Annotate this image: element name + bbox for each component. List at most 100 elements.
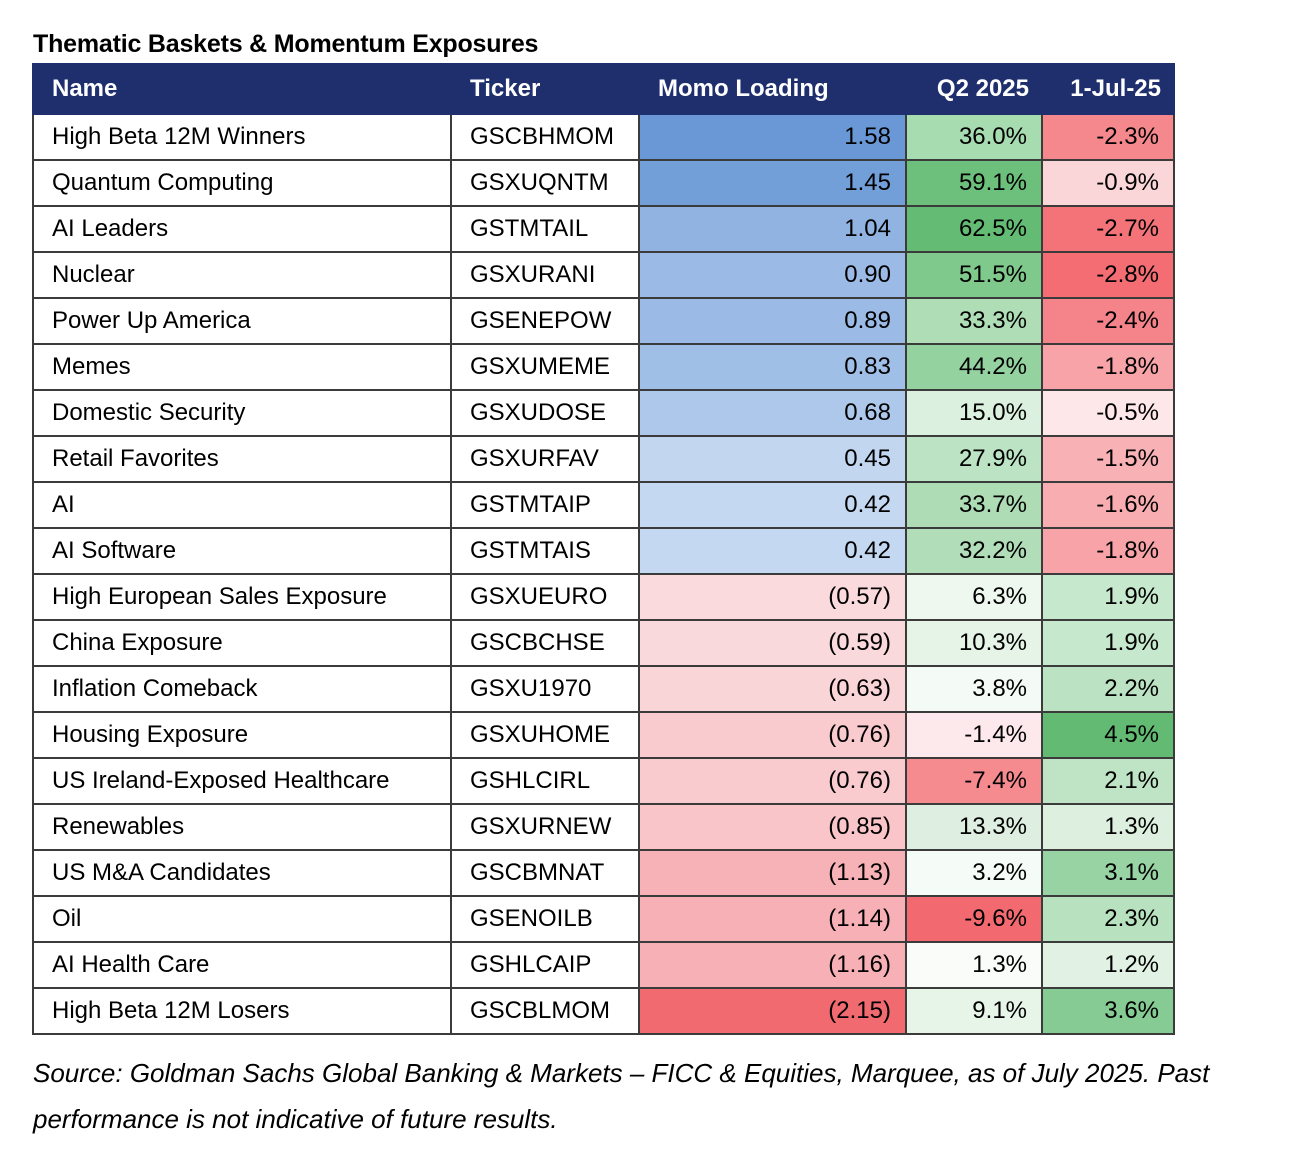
table-row: AI Health Care GSHLCAIP (1.16) 1.3% 1.2% — [32, 941, 1175, 989]
jul-1-return-cell: -2.4% — [1041, 297, 1175, 345]
basket-name-cell: AI Software — [32, 527, 452, 575]
jul-1-return-cell: -0.9% — [1041, 159, 1175, 207]
table-row: Quantum Computing GSXUQNTM 1.45 59.1% -0.9% — [32, 159, 1175, 207]
table-row: AI Leaders GSTMTAIL 1.04 62.5% -2.7% — [32, 205, 1175, 253]
table-row: High Beta 12M Losers GSCBLMOM (2.15) 9.1% 3.… — [32, 987, 1175, 1035]
basket-name-cell: US M&A Candidates — [32, 849, 452, 897]
column-header-ticker: Ticker — [450, 63, 640, 115]
basket-name-cell: Domestic Security — [32, 389, 452, 437]
table-row: High European Sales Exposure GSXUEURO (0.5… — [32, 573, 1175, 621]
jul-1-return-cell: -1.8% — [1041, 343, 1175, 391]
basket-name-cell: Oil — [32, 895, 452, 943]
basket-name-cell: Inflation Comeback — [32, 665, 452, 713]
ticker-cell: GSXUMEME — [450, 343, 640, 391]
momo-loading-cell: (0.59) — [638, 619, 907, 667]
table-row: Memes GSXUMEME 0.83 44.2% -1.8% — [32, 343, 1175, 391]
momo-loading-cell: (0.57) — [638, 573, 907, 621]
jul-1-return-cell: 2.2% — [1041, 665, 1175, 713]
jul-1-return-cell: 1.9% — [1041, 573, 1175, 621]
q2-2025-return-cell: 59.1% — [905, 159, 1043, 207]
q2-2025-return-cell: 15.0% — [905, 389, 1043, 437]
q2-2025-return-cell: -9.6% — [905, 895, 1043, 943]
q2-2025-return-cell: 10.3% — [905, 619, 1043, 667]
source-note: Source: Goldman Sachs Global Banking & M… — [33, 1058, 1210, 1134]
momo-loading-cell: (0.63) — [638, 665, 907, 713]
table-row: Oil GSENOILB (1.14) -9.6% 2.3% — [32, 895, 1175, 943]
basket-name-cell: Power Up America — [32, 297, 452, 345]
jul-1-return-cell: -1.6% — [1041, 481, 1175, 529]
jul-1-return-cell: 2.3% — [1041, 895, 1175, 943]
q2-2025-return-cell: 32.2% — [905, 527, 1043, 575]
ticker-cell: GSHLCAIP — [450, 941, 640, 989]
momo-loading-cell: 0.89 — [638, 297, 907, 345]
q2-2025-return-cell: 33.7% — [905, 481, 1043, 529]
ticker-cell: GSXUDOSE — [450, 389, 640, 437]
q2-2025-return-cell: 51.5% — [905, 251, 1043, 299]
table-row: Domestic Security GSXUDOSE 0.68 15.0% -0.5% — [32, 389, 1175, 437]
column-header-q2-2025: Q2 2025 — [905, 63, 1043, 115]
jul-1-return-cell: 3.1% — [1041, 849, 1175, 897]
ticker-cell: GSTMTAIP — [450, 481, 640, 529]
basket-name-cell: US Ireland-Exposed Healthcare — [32, 757, 452, 805]
ticker-cell: GSXURNEW — [450, 803, 640, 851]
table-row: US M&A Candidates GSCBMNAT (1.13) 3.2% 3.1% — [32, 849, 1175, 897]
basket-name-cell: AI — [32, 481, 452, 529]
q2-2025-return-cell: 1.3% — [905, 941, 1043, 989]
table-row: High Beta 12M Winners GSCBHMOM 1.58 36.0% -2… — [32, 113, 1175, 161]
momo-loading-cell: 0.42 — [638, 527, 907, 575]
q2-2025-return-cell: 44.2% — [905, 343, 1043, 391]
basket-name-cell: China Exposure — [32, 619, 452, 667]
q2-2025-return-cell: 6.3% — [905, 573, 1043, 621]
basket-name-cell: Memes — [32, 343, 452, 391]
jul-1-return-cell: 1.2% — [1041, 941, 1175, 989]
basket-name-cell: Renewables — [32, 803, 452, 851]
ticker-cell: GSXU1970 — [450, 665, 640, 713]
momo-loading-cell: (2.15) — [638, 987, 907, 1035]
q2-2025-return-cell: 3.8% — [905, 665, 1043, 713]
ticker-cell: GSTMTAIL — [450, 205, 640, 253]
momo-loading-cell: (0.85) — [638, 803, 907, 851]
jul-1-return-cell: -2.8% — [1041, 251, 1175, 299]
basket-name-cell: AI Health Care — [32, 941, 452, 989]
momo-loading-cell: 0.45 — [638, 435, 907, 483]
table-title: Thematic Baskets & Momentum Exposures — [33, 30, 539, 58]
table-row: Housing Exposure GSXUHOME (0.76) -1.4% 4.5% — [32, 711, 1175, 759]
column-header-1-jul-25: 1-Jul-25 — [1041, 63, 1175, 115]
jul-1-return-cell: -2.3% — [1041, 113, 1175, 161]
ticker-cell: GSCBHMOM — [450, 113, 640, 161]
jul-1-return-cell: 4.5% — [1041, 711, 1175, 759]
table-row: China Exposure GSCBCHSE (0.59) 10.3% 1.9% — [32, 619, 1175, 667]
jul-1-return-cell: -1.8% — [1041, 527, 1175, 575]
basket-name-cell: Housing Exposure — [32, 711, 452, 759]
ticker-cell: GSTMTAIS — [450, 527, 640, 575]
momo-loading-cell: 1.04 — [638, 205, 907, 253]
table-row: Renewables GSXURNEW (0.85) 13.3% 1.3% — [32, 803, 1175, 851]
q2-2025-return-cell: 27.9% — [905, 435, 1043, 483]
table-row: AI Software GSTMTAIS 0.42 32.2% -1.8% — [32, 527, 1175, 575]
ticker-cell: GSHLCIRL — [450, 757, 640, 805]
momo-loading-cell: (1.14) — [638, 895, 907, 943]
ticker-cell: GSXURANI — [450, 251, 640, 299]
momo-loading-cell: 1.45 — [638, 159, 907, 207]
q2-2025-return-cell: 33.3% — [905, 297, 1043, 345]
q2-2025-return-cell: 13.3% — [905, 803, 1043, 851]
column-header-name: Name — [32, 63, 452, 115]
q2-2025-return-cell: 3.2% — [905, 849, 1043, 897]
ticker-cell: GSCBMNAT — [450, 849, 640, 897]
ticker-cell: GSENEPOW — [450, 297, 640, 345]
jul-1-return-cell: 2.1% — [1041, 757, 1175, 805]
q2-2025-return-cell: 36.0% — [905, 113, 1043, 161]
ticker-cell: GSXUHOME — [450, 711, 640, 759]
momo-loading-cell: 0.42 — [638, 481, 907, 529]
momo-loading-cell: (1.16) — [638, 941, 907, 989]
q2-2025-return-cell: 62.5% — [905, 205, 1043, 253]
momo-loading-cell: (0.76) — [638, 757, 907, 805]
jul-1-return-cell: -1.5% — [1041, 435, 1175, 483]
momo-loading-cell: 0.90 — [638, 251, 907, 299]
table-row: AI GSTMTAIP 0.42 33.7% -1.6% — [32, 481, 1175, 529]
table-row: Nuclear GSXURANI 0.90 51.5% -2.8% — [32, 251, 1175, 299]
jul-1-return-cell: -2.7% — [1041, 205, 1175, 253]
ticker-cell: GSCBCHSE — [450, 619, 640, 667]
jul-1-return-cell: 1.3% — [1041, 803, 1175, 851]
jul-1-return-cell: 3.6% — [1041, 987, 1175, 1035]
